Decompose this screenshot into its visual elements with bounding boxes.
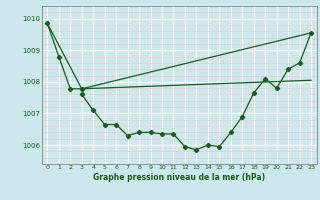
X-axis label: Graphe pression niveau de la mer (hPa): Graphe pression niveau de la mer (hPa) bbox=[93, 173, 265, 182]
